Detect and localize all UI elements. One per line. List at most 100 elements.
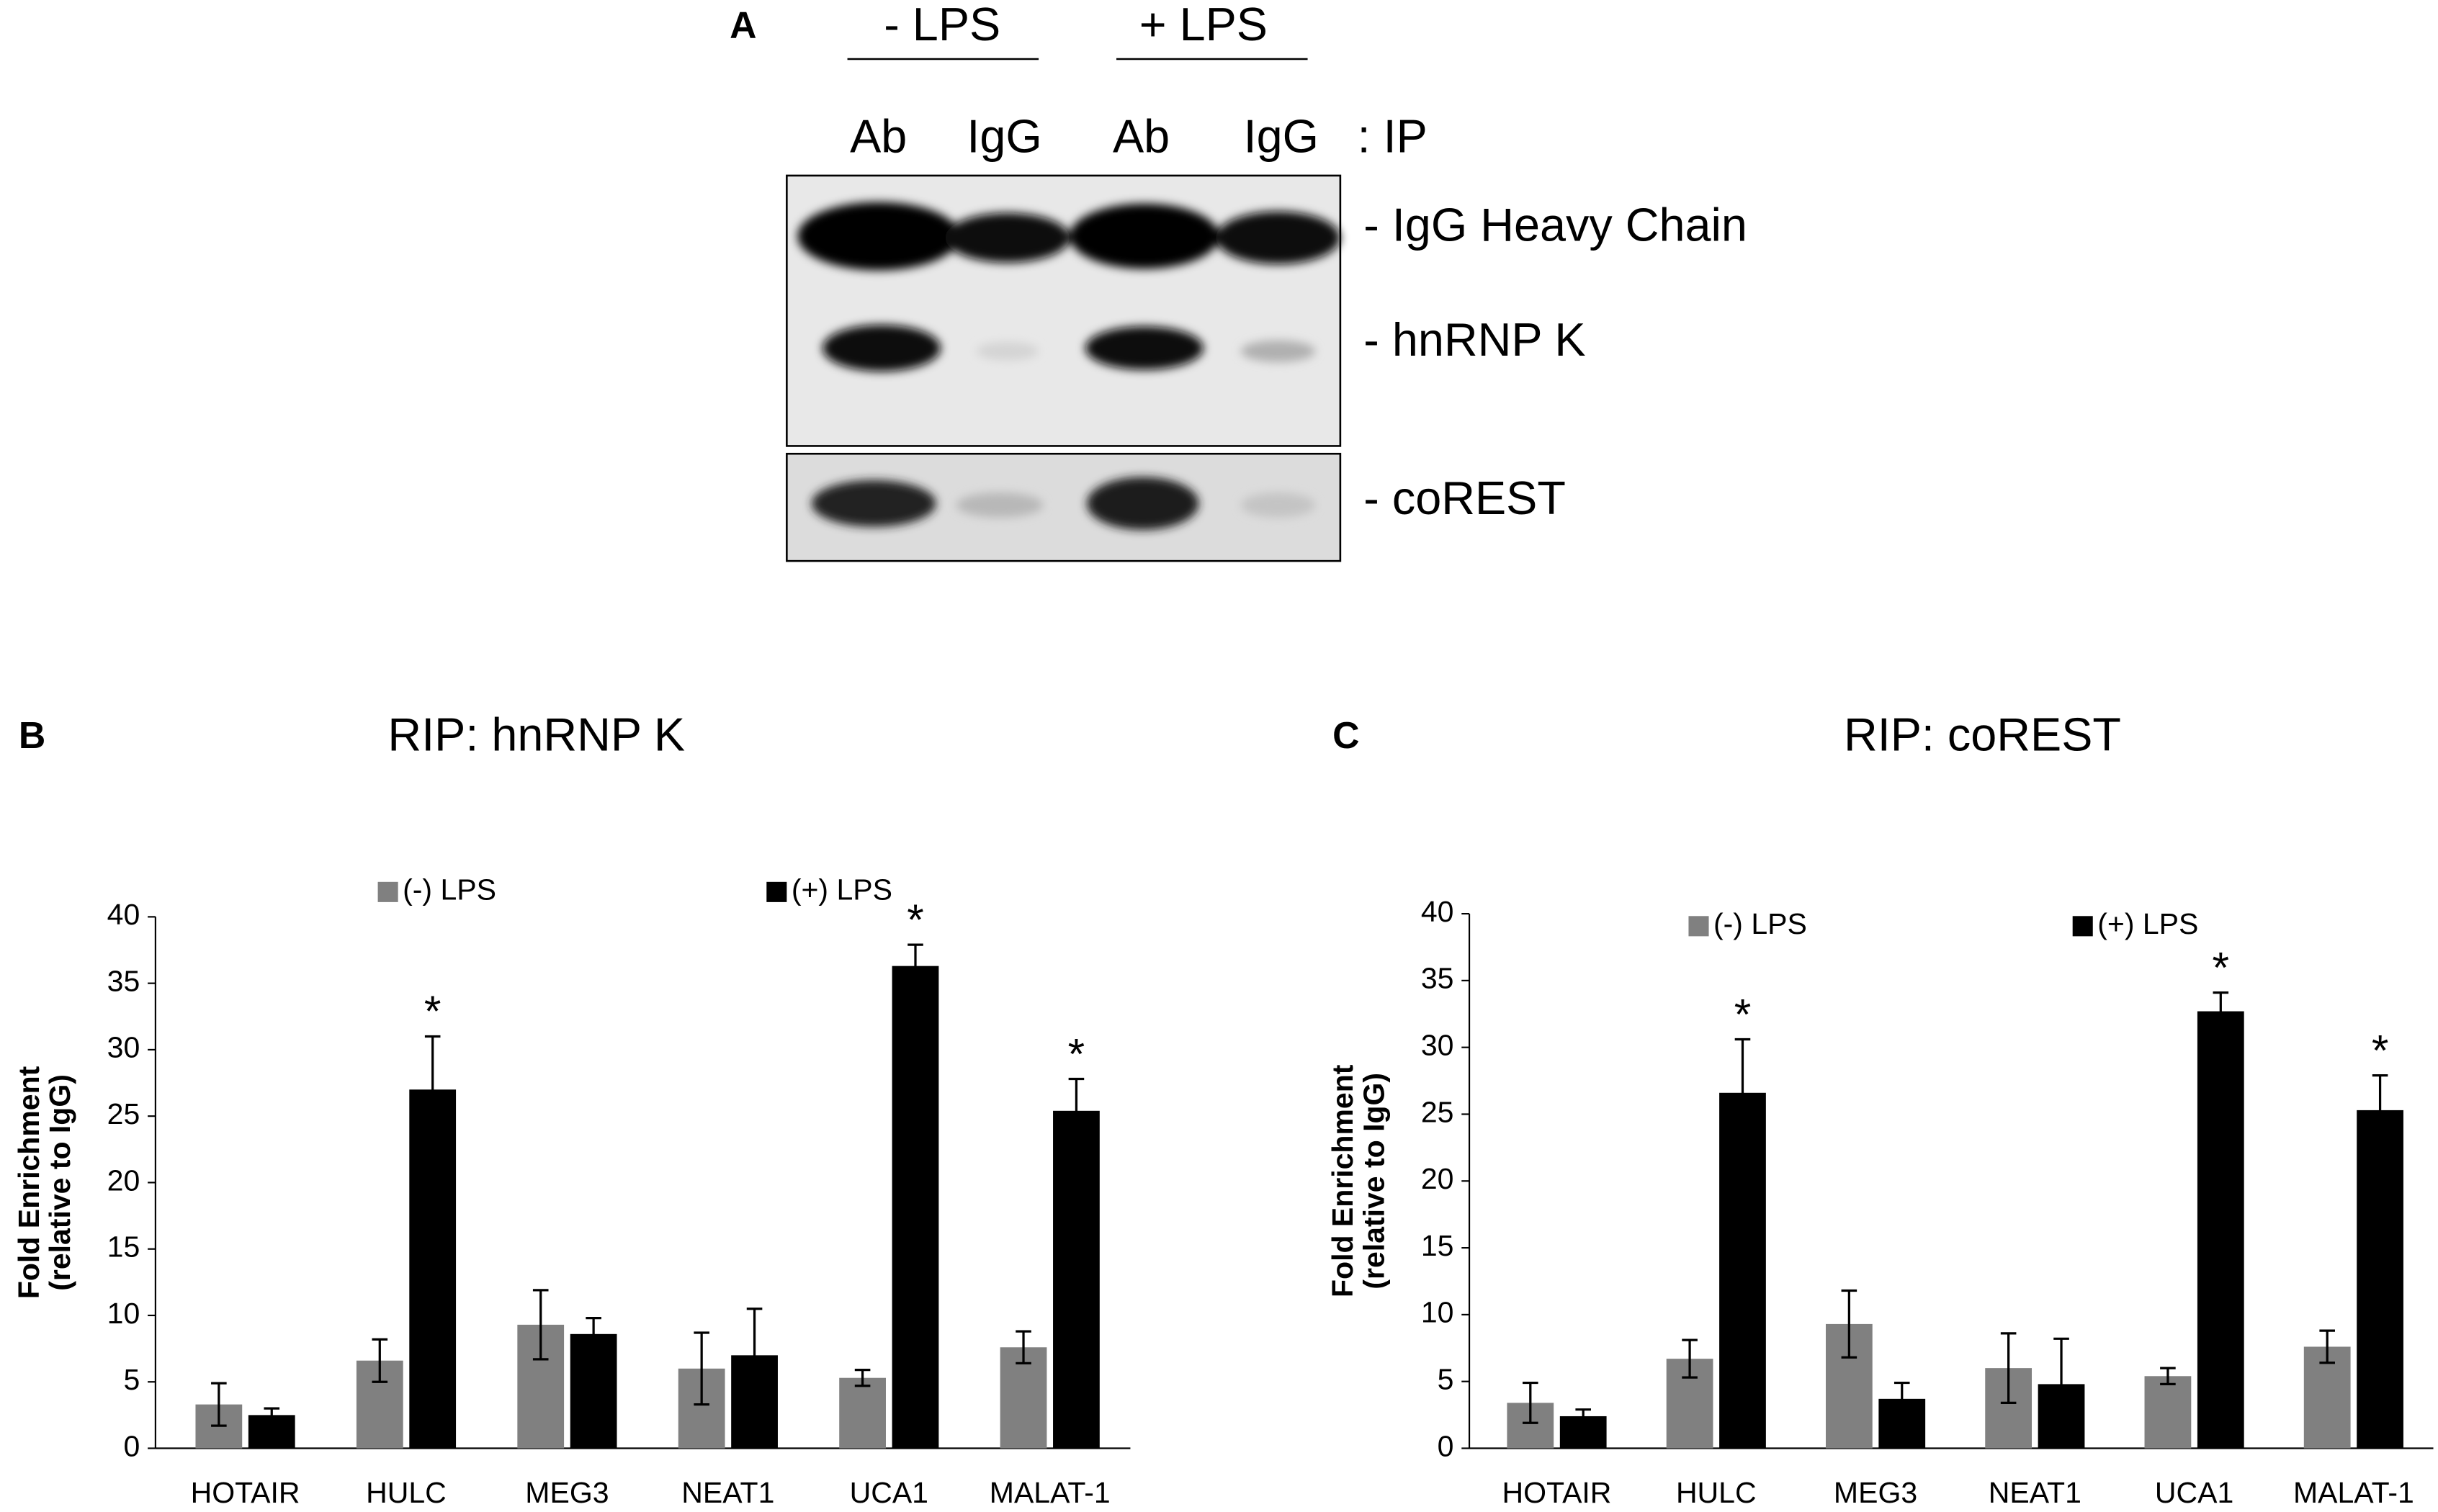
error-bar	[1068, 1077, 1085, 1144]
y-tick-label: 5	[1438, 1363, 1454, 1396]
x-tick-label: HULC	[1676, 1476, 1757, 1509]
lane-label: IgG	[1244, 109, 1319, 162]
panel-label: A	[730, 4, 756, 46]
error-bar	[2160, 1367, 2176, 1386]
x-tick-label: UCA1	[2155, 1476, 2233, 1509]
error-bar	[1734, 1038, 1751, 1148]
error-bar	[2319, 1329, 2335, 1364]
error-bar	[907, 943, 923, 989]
y-tick-label: 20	[107, 1164, 140, 1197]
x-tick-label: MALAT-1	[2293, 1476, 2414, 1509]
y-tick-label: 0	[1438, 1429, 1454, 1462]
x-tick-label: HOTAIR	[191, 1476, 300, 1509]
error-bar	[1575, 1408, 1591, 1424]
y-tick-label: 30	[1421, 1029, 1454, 1062]
y-axis-label: (relative to IgG)	[1357, 1073, 1390, 1290]
y-axis-label: Fold Enrichment	[12, 1066, 45, 1299]
legend-label: (+) LPS	[792, 873, 892, 906]
y-tick-label: 35	[107, 964, 140, 997]
chart-title: RIP: coREST	[1844, 708, 2121, 760]
bar	[570, 1333, 617, 1449]
significance-marker: *	[907, 895, 924, 944]
legend-swatch	[2072, 916, 2093, 937]
significance-marker: *	[1068, 1029, 1085, 1078]
blot	[786, 174, 1342, 447]
y-tick-label: 40	[107, 898, 140, 931]
error-bar	[854, 1369, 871, 1387]
x-tick-label: NEAT1	[681, 1476, 774, 1509]
y-tick-label: 10	[1421, 1296, 1454, 1329]
band-label: - hnRNP K	[1363, 313, 1585, 366]
y-tick-label: 15	[1421, 1229, 1454, 1262]
legend-swatch	[377, 881, 398, 902]
error-bar	[1523, 1381, 1538, 1424]
error-bar	[2000, 1332, 2017, 1405]
y-tick-label: 35	[1421, 962, 1454, 995]
panel-label: B	[19, 714, 45, 756]
error-bar	[2213, 991, 2229, 1032]
error-bar	[424, 1035, 441, 1144]
error-bar	[1682, 1338, 1698, 1379]
x-tick-label: NEAT1	[1989, 1476, 2081, 1509]
significance-marker: *	[1734, 989, 1752, 1038]
panel-label: C	[1332, 714, 1359, 756]
error-bar	[264, 1407, 280, 1423]
error-bar	[532, 1289, 549, 1361]
y-tick-label: 25	[107, 1097, 140, 1130]
error-bar	[1841, 1289, 1857, 1359]
bar	[409, 1089, 457, 1449]
error-bar	[694, 1331, 709, 1406]
condition-label: + LPS	[1139, 0, 1268, 50]
x-tick-label: MEG3	[525, 1476, 609, 1509]
bar	[839, 1377, 886, 1449]
band-label: - IgG Heavy Chain	[1363, 198, 1747, 251]
lane-label: IgG	[967, 109, 1041, 162]
legend-label: (-) LPS	[403, 873, 496, 906]
y-tick-label: 20	[1421, 1162, 1454, 1195]
error-bar	[586, 1317, 601, 1351]
bar	[892, 966, 939, 1449]
error-bar	[2372, 1074, 2388, 1146]
y-axis-label: (relative to IgG)	[43, 1074, 76, 1291]
y-tick-label: 15	[107, 1230, 140, 1264]
bar	[1719, 1092, 1766, 1449]
bar	[2144, 1376, 2192, 1449]
lane-suffix: : IP	[1358, 109, 1428, 162]
error-bar	[372, 1338, 388, 1383]
y-tick-label: 0	[123, 1429, 140, 1462]
significance-marker: *	[2372, 1025, 2389, 1074]
y-tick-label: 10	[107, 1297, 140, 1330]
y-tick-label: 5	[123, 1363, 140, 1396]
error-bar	[211, 1382, 227, 1427]
bar	[1053, 1110, 1100, 1449]
bar	[2197, 1011, 2244, 1449]
x-tick-label: MALAT-1	[990, 1476, 1111, 1509]
lane-label: Ab	[850, 109, 907, 162]
band-label: - coREST	[1363, 472, 1566, 524]
x-tick-label: HULC	[366, 1476, 447, 1509]
significance-marker: *	[424, 986, 442, 1035]
chart-title: RIP: hnRNP K	[387, 708, 685, 760]
y-tick-label: 30	[107, 1031, 140, 1064]
y-tick-label: 40	[1421, 895, 1454, 928]
legend-label: (+) LPS	[2097, 907, 2198, 940]
error-bar	[746, 1308, 763, 1403]
lane-label: Ab	[1113, 109, 1170, 162]
error-bar	[1894, 1381, 1910, 1416]
significance-marker: *	[2213, 942, 2230, 991]
legend-swatch	[766, 881, 787, 902]
error-bar	[2053, 1337, 2069, 1431]
x-tick-label: MEG3	[1834, 1476, 1917, 1509]
legend-label: (-) LPS	[1713, 907, 1807, 940]
y-tick-label: 25	[1421, 1095, 1454, 1128]
x-tick-label: HOTAIR	[1502, 1476, 1612, 1509]
y-axis-label: Fold Enrichment	[1326, 1064, 1359, 1297]
condition-label: - LPS	[884, 0, 1000, 50]
blot	[786, 452, 1342, 562]
legend-swatch	[1688, 916, 1709, 937]
x-tick-label: UCA1	[850, 1476, 928, 1509]
error-bar	[1016, 1330, 1031, 1365]
bar	[2357, 1110, 2403, 1449]
